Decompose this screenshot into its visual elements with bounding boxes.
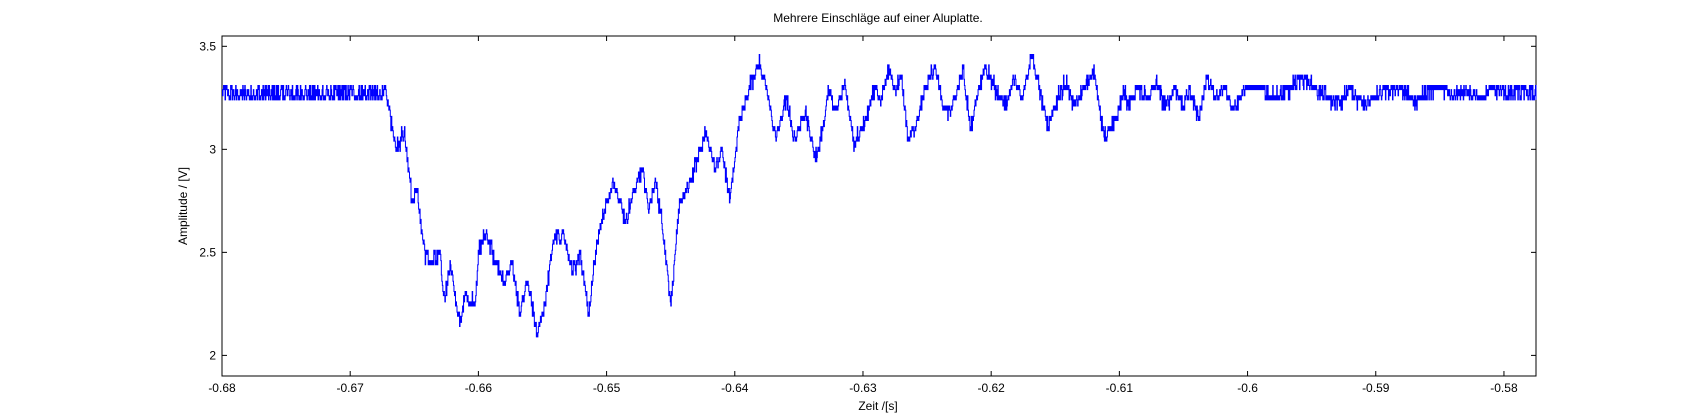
x-tick-label: -0.64 xyxy=(721,381,749,395)
x-tick-label: -0.58 xyxy=(1490,381,1518,395)
y-tick-label: 2 xyxy=(209,348,216,362)
y-axis-label: Amplitude / [V] xyxy=(176,167,190,245)
x-tick-label: -0.59 xyxy=(1362,381,1390,395)
x-tick-label: -0.68 xyxy=(208,381,236,395)
x-tick-label: -0.65 xyxy=(593,381,621,395)
x-tick-label: -0.66 xyxy=(465,381,493,395)
x-tick-label: -0.61 xyxy=(1106,381,1134,395)
x-tick-label: -0.63 xyxy=(849,381,877,395)
y-axis: 2 2.5 3 3.5 xyxy=(199,39,1536,362)
x-axis: -0.68 -0.67 -0.66 -0.65 -0.64 -0.63 -0.62 -0.61… xyxy=(208,36,1518,395)
chart-title: Mehrere Einschläge auf einer Aluplatte. xyxy=(773,11,982,25)
series-line xyxy=(222,54,1537,338)
x-axis-label: Zeit /[s] xyxy=(858,399,897,413)
y-tick-label: 3 xyxy=(209,142,216,156)
x-tick-label: -0.62 xyxy=(977,381,1005,395)
y-tick-label: 2.5 xyxy=(199,245,216,259)
x-tick-label: -0.6 xyxy=(1237,381,1258,395)
plot-frame xyxy=(221,35,1537,377)
y-tick-label: 3.5 xyxy=(199,39,216,53)
x-tick-label: -0.67 xyxy=(337,381,365,395)
